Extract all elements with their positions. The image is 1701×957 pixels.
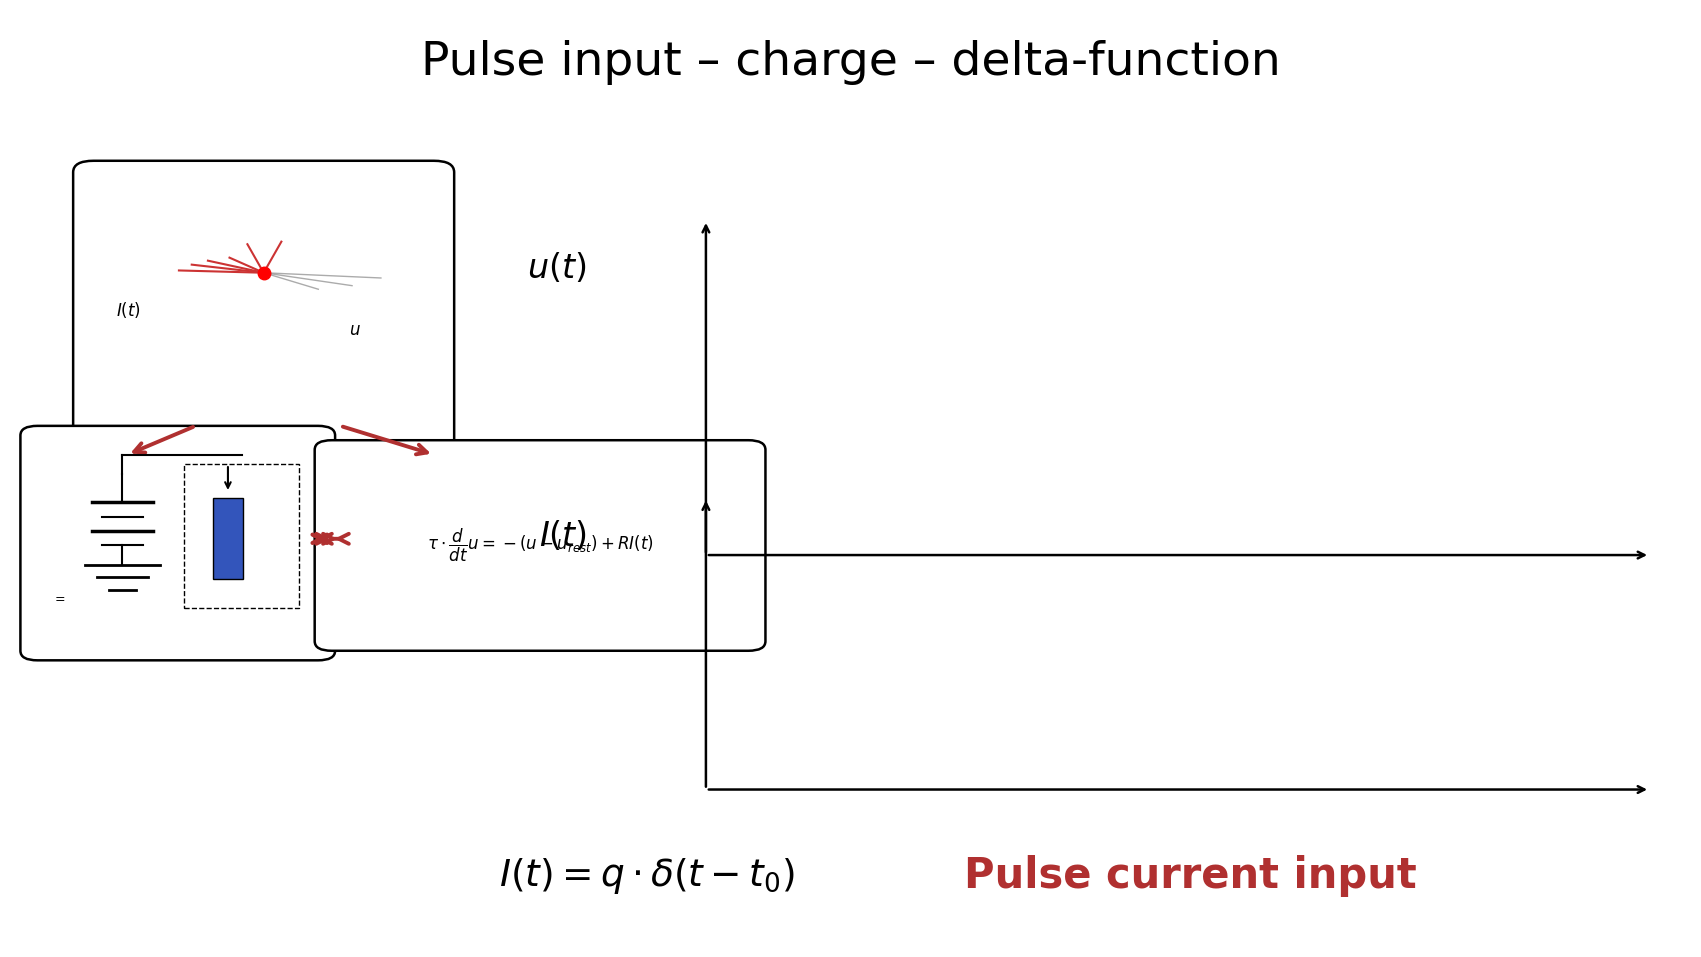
FancyBboxPatch shape [20, 426, 335, 660]
Text: $u(t)$: $u(t)$ [527, 251, 587, 285]
Bar [184, 464, 299, 608]
Text: $I(t) = q \cdot \delta(t - t_0)$: $I(t) = q \cdot \delta(t - t_0)$ [498, 856, 794, 896]
Text: $\tau \cdot \dfrac{d}{dt} u = -(u - u_{rest}) + RI(t)$: $\tau \cdot \dfrac{d}{dt} u = -(u - u_{r… [427, 527, 653, 564]
Text: =: = [54, 593, 65, 606]
Text: Pulse current input: Pulse current input [964, 855, 1417, 897]
Bar [213, 498, 243, 579]
Text: Pulse input – charge – delta-function: Pulse input – charge – delta-function [420, 39, 1281, 85]
FancyBboxPatch shape [73, 161, 454, 452]
FancyBboxPatch shape [315, 440, 765, 651]
Text: $I(t)$: $I(t)$ [539, 519, 587, 553]
Text: $u$: $u$ [349, 321, 361, 339]
Text: $I(t)$: $I(t)$ [116, 300, 141, 320]
